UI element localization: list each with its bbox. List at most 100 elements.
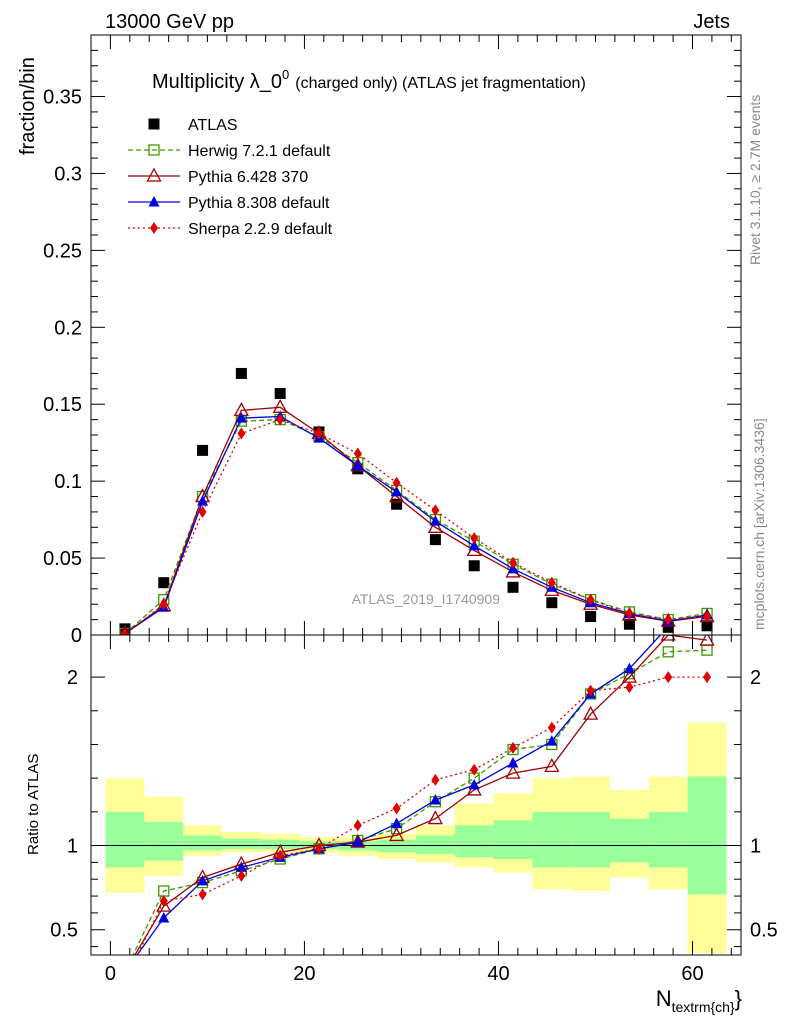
mcplots-label: mcplots.cern.ch [arXiv:1306.3436] — [751, 418, 767, 630]
ratio-pythia-6-428-370-point-11 — [544, 758, 560, 773]
main-atlas-point-7 — [391, 498, 403, 510]
main-sherpa-2-2-9-default-point-13 — [625, 607, 634, 620]
ratio-sherpa-2-2-9-default-point-5 — [314, 842, 323, 855]
chart-title-suffix: (charged only) (ATLAS jet fragmentation) — [295, 75, 586, 92]
main-pythia-8-308-default-point-2 — [197, 495, 209, 506]
legend-pythia-8-308-default-marker — [148, 196, 160, 207]
chart-title-main: Multiplicity λ_0 — [152, 71, 282, 93]
main-atlas-point-14 — [662, 621, 674, 633]
main-pythia-6-428-370-point-0 — [119, 625, 131, 635]
ratio-y-tick-label-0: 0.5 — [50, 920, 78, 942]
ratio-sherpa-2-2-9-default-point-9 — [470, 763, 479, 776]
main-y-tick-label-3: 0.15 — [43, 394, 82, 416]
header-left: 13000 GeV pp — [105, 11, 234, 33]
main-sherpa-2-2-9-default-point-0 — [120, 628, 129, 635]
chart-title-sup: 0 — [282, 67, 289, 82]
main-sherpa-2-2-9-default-point-1 — [159, 598, 168, 611]
green-band-bin-9 — [454, 825, 494, 858]
main-sherpa-2-2-9-default-point-7 — [392, 476, 401, 489]
main-atlas-point-12 — [585, 611, 597, 623]
x-tick-label-0: 0 — [105, 963, 116, 985]
ratio-pythia-6-428-370-point-12 — [583, 705, 599, 720]
main-pythia-8-308-default-point-9 — [468, 539, 480, 551]
green-band-bin-11 — [532, 811, 572, 868]
ratio-sherpa-2-2-9-default-point-15 — [703, 671, 712, 684]
x-axis-label: Ntextrm{ch}} — [656, 986, 742, 1015]
legend-pythia-6-428-370-label: Pythia 6.428 370 — [188, 169, 308, 186]
main-atlas-point-9 — [468, 560, 480, 572]
main-atlas-point-2 — [197, 444, 209, 456]
main-atlas-point-1 — [158, 577, 170, 589]
main-pythia-6-428-370-point-8 — [427, 518, 443, 533]
main-pythia-8-308-default-line — [124, 415, 708, 635]
main-series-group — [119, 367, 715, 635]
green-band-bin-13 — [610, 818, 649, 863]
green-band-bin-0 — [105, 811, 145, 868]
ratio-series-group — [119, 635, 715, 986]
ratio-pythia-8-308-default-point-13 — [623, 662, 635, 674]
ratio-uncertainty-bands — [91, 722, 741, 954]
main-sherpa-2-2-9-default-line — [124, 418, 708, 635]
main-sherpa-2-2-9-default-point-12 — [586, 593, 595, 606]
ratio-pythia-8-308-default-point-8 — [429, 794, 441, 805]
legend-sherpa-2-2-9-default-marker — [150, 222, 158, 234]
ratio-herwig-7-2-1-default-line — [132, 649, 708, 955]
analysis-watermark: ATLAS_2019_I1740909 — [352, 591, 501, 607]
main-sherpa-2-2-9-default-point-9 — [470, 532, 479, 545]
ratio-sherpa-2-2-9-default-point-10 — [509, 741, 518, 754]
ratio-frame — [90, 634, 742, 956]
ratio-pythia-6-428-370-point-8 — [427, 810, 443, 825]
main-y-tick-label-4: 0.2 — [54, 317, 82, 339]
main-sherpa-2-2-9-default-point-5 — [314, 427, 323, 440]
main-atlas-point-11 — [546, 597, 558, 609]
x-tick-label-20: 20 — [293, 963, 315, 985]
main-sherpa-2-2-9-default-point-8 — [431, 504, 440, 517]
ratio-sherpa-2-2-9-default-point-13 — [625, 681, 634, 694]
ratio-y-tick-label-2: 2 — [67, 667, 78, 689]
header-right: Jets — [693, 11, 730, 33]
green-band-bin-8 — [416, 835, 455, 854]
ratio-y-tick-label-right-2: 2 — [750, 667, 761, 689]
ratio-sherpa-2-2-9-default-point-3 — [237, 869, 246, 882]
ratio-sherpa-2-2-9-default-point-11 — [547, 721, 556, 734]
ratio-pythia-6-428-370-point-14 — [660, 635, 676, 641]
ratio-pythia-8-308-default-line — [136, 635, 662, 955]
x-axis-label-sub: textrm{ch} — [672, 999, 735, 1015]
ratio-herwig-7-2-1-default-point-0 — [120, 967, 130, 977]
main-atlas-point-15 — [701, 620, 713, 632]
ratio-pythia-8-308-default-point-3 — [235, 861, 247, 872]
ratio-pythia-8-308-default-point-0 — [119, 966, 130, 977]
ratio-sherpa-2-2-9-default-point-0 — [121, 974, 129, 986]
main-atlas-point-8 — [429, 534, 441, 546]
main-y-tick-label-5: 0.25 — [43, 240, 82, 262]
ratio-herwig-7-2-1-default-point-14 — [662, 646, 674, 658]
green-band-bin-14 — [648, 811, 688, 868]
rivet-label: Rivet 3.1.10, ≥ 2.7M events — [747, 95, 763, 265]
main-y-tick-label-7: 0.35 — [43, 87, 82, 109]
legend-atlas-label: ATLAS — [188, 117, 238, 134]
main-y-tick-label-0: 0 — [71, 625, 82, 647]
main-atlas-point-4 — [274, 387, 286, 399]
ratio-pythia-8-308-default-point-11 — [546, 735, 558, 746]
main-sherpa-2-2-9-default-point-11 — [547, 576, 556, 589]
green-band-bin-3 — [221, 838, 261, 849]
ratio-pythia-6-428-370-point-15 — [699, 635, 715, 646]
main-sherpa-2-2-9-default-point-3 — [237, 427, 246, 440]
ratio-sherpa-2-2-9-default-point-6 — [353, 819, 362, 832]
ratio-y-tick-label-right-1: 1 — [750, 836, 761, 858]
main-sherpa-2-2-9-default-point-4 — [276, 413, 285, 426]
main-sherpa-2-2-9-default-point-15 — [703, 610, 712, 623]
x-axis-label-suffix: } — [735, 986, 742, 1011]
ratio-y-axis-label: Ratio to ATLAS — [25, 754, 42, 855]
main-atlas-point-10 — [507, 581, 519, 593]
ratio-y-tick-label-1: 1 — [67, 836, 78, 858]
ratio-sherpa-2-2-9-default-point-2 — [198, 888, 207, 901]
legend-herwig-7-2-1-default-label: Herwig 7.2.1 default — [188, 143, 331, 160]
main-sherpa-2-2-9-default-point-6 — [353, 447, 362, 460]
legend-herwig-7-2-1-default-marker — [148, 144, 160, 156]
main-pythia-6-428-370-point-6 — [350, 457, 366, 472]
green-band-bin-15 — [687, 776, 727, 895]
main-atlas-point-3 — [235, 367, 247, 379]
main-pythia-8-308-default-point-8 — [429, 515, 441, 526]
